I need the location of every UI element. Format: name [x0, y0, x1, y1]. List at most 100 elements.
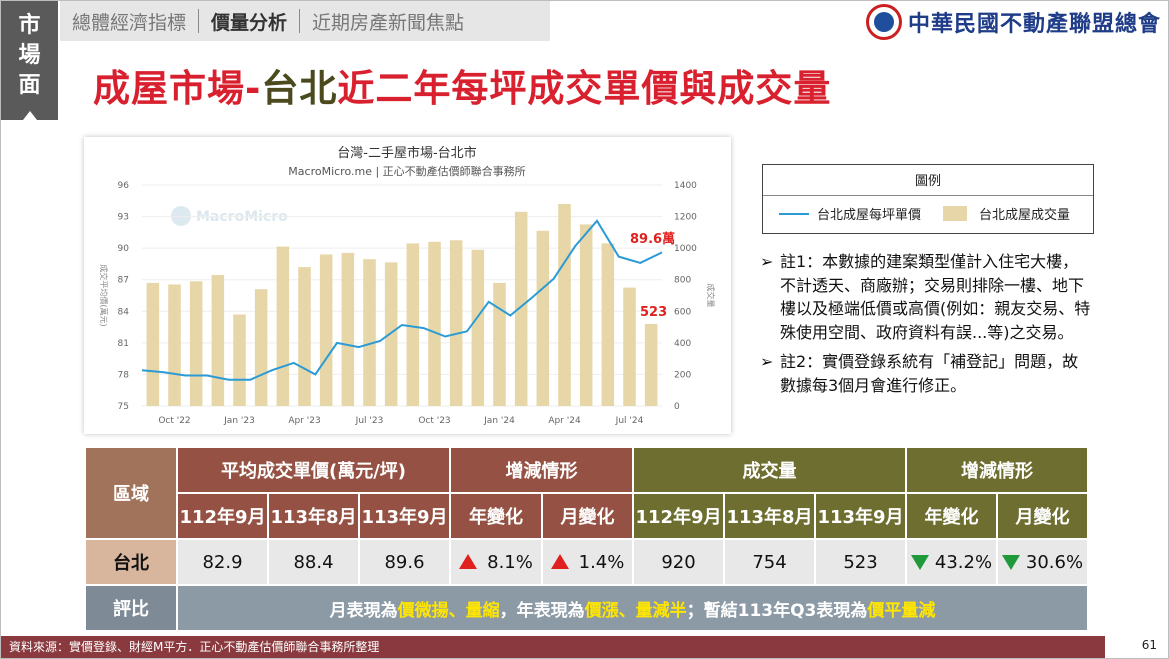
comment-text: 月表現為 [329, 600, 398, 621]
bar-swatch-icon [943, 206, 968, 221]
title-part-1: 成屋市場- [93, 67, 262, 110]
y2-tick-label: 1400 [674, 181, 697, 191]
down-arrow-icon [1001, 554, 1020, 570]
period-header: 113年8月 [269, 494, 358, 538]
comment-highlight: 價漲、量減半 [584, 600, 687, 621]
side-tab-char: 場 [18, 43, 41, 68]
volume-mom-value: 30.6% [1025, 551, 1084, 573]
nav-item-price-volume[interactable]: 價量分析 [211, 11, 288, 34]
chart-subtitle: MacroMicro.me | 正心不動產估價師聯合事務所 [288, 164, 525, 178]
chart-svg: 台灣-二手屋市場-台北市 MacroMicro.me | 正心不動產估價師聯合事務… [99, 145, 716, 426]
note-item: ➢ 註1：本數據的建案類型僅計入住宅大樓，不計透天、商廠辦；交易則排除一樓、地下… [760, 250, 1092, 344]
volume-bar [406, 243, 420, 406]
volume-bar [623, 287, 636, 406]
price-mom-cell: 1.4% [543, 540, 632, 584]
up-arrow-icon [550, 553, 569, 569]
y2-tick-label: 800 [674, 276, 691, 286]
legend-box: 圖例 台北成屋每坪單價 台北成屋成交量 [762, 164, 1094, 234]
y-tick-label: 84 [118, 307, 130, 317]
x-tick-label: Jul '23 [355, 416, 384, 426]
volume-bar [363, 259, 376, 406]
y-tick-label: 93 [118, 213, 129, 223]
legend-line-label: 台北成屋每坪單價 [817, 208, 922, 223]
y2-tick-label: 200 [674, 370, 691, 380]
yoy-header: 年變化 [907, 494, 996, 538]
tab-pointer-icon [22, 111, 37, 120]
y-tick-label: 96 [118, 181, 130, 191]
price-header: 平均成交單價(萬元/坪) [178, 448, 449, 492]
arrow-bullet-icon: ➢ [760, 352, 774, 371]
price-line [141, 219, 663, 381]
volume-mom-cell: 30.6% [998, 540, 1087, 584]
volume-bar [644, 323, 658, 406]
side-section-tab: 市 場 面 [1, 1, 58, 120]
legend-divider [763, 195, 1093, 196]
volume-bar [319, 254, 333, 406]
volume-bar [558, 203, 571, 406]
nav-item-macro[interactable]: 總體經濟指標 [72, 11, 187, 34]
seal-icon [865, 4, 902, 40]
price-yoy-cell: 8.1% [451, 540, 541, 584]
volume-cell: 523 [816, 540, 905, 584]
section-nav: 總體經濟指標 價量分析 近期房產新聞焦點 [60, 1, 550, 41]
side-tab-char: 面 [18, 73, 41, 98]
y-tick-label: 78 [118, 370, 130, 380]
region-header: 區域 [86, 448, 176, 538]
y-tick-label: 75 [118, 402, 129, 412]
volume-bar [298, 267, 311, 406]
note-item: ➢ 註2：實價登錄系統有「補登記」問題，故數據每3個月會進行修正。 [760, 350, 1092, 397]
volume-bar [514, 211, 528, 406]
watermark-logo-icon [171, 206, 191, 226]
y-tick-label: 87 [118, 276, 129, 286]
volume-bar [233, 314, 246, 406]
evaluation-label: 評比 [86, 586, 176, 630]
table-row: 台北 82.9 88.4 89.6 8.1% 1.4% 920 754 523 … [86, 540, 1087, 584]
arrow-bullet-icon: ➢ [760, 252, 774, 271]
volume-bar [384, 262, 398, 406]
nav-divider [198, 9, 200, 33]
chart-title: 台灣-二手屋市場-台北市 [337, 145, 476, 161]
price-cell: 89.6 [360, 540, 449, 584]
volume-bar [428, 241, 441, 406]
x-tick-label: Jan '23 [223, 416, 255, 426]
x-tick-label: Jan '24 [483, 416, 515, 426]
y2-tick-label: 1000 [674, 244, 697, 254]
volume-bar [189, 281, 203, 406]
x-tick-label: Oct '23 [418, 416, 450, 426]
table-header-row: 區域 平均成交單價(萬元/坪) 增減情形 成交量 增減情形 [86, 448, 1087, 538]
comment-text: ，年表現為 [499, 600, 585, 621]
title-part-2: 台北 [261, 67, 338, 110]
page-number: 61 [1141, 638, 1157, 652]
notes: ➢ 註1：本數據的建案類型僅計入住宅大樓，不計透天、商廠辦；交易則排除一樓、地下… [760, 250, 1092, 403]
y2-tick-label: 0 [674, 402, 680, 412]
note-text: 註1：本數據的建案類型僅計入住宅大樓，不計透天、商廠辦；交易則排除一樓、地下樓以… [780, 252, 1091, 342]
chart-card: 台灣-二手屋市場-台北市 MacroMicro.me | 正心不動產估價師聯合事務… [84, 137, 731, 434]
volume-change-header: 增減情形 [907, 448, 1087, 492]
x-tick-label: Jul '24 [615, 416, 644, 426]
footer-source: 資料來源：實價登錄、財經M平方．正心不動產估價師聯合事務所整理 [1, 636, 1105, 658]
y2-tick-label: 600 [674, 307, 691, 317]
y2-tick-label: 400 [674, 339, 691, 349]
legend-bar-label: 台北成屋成交量 [979, 208, 1071, 223]
y-tick-label: 90 [118, 244, 130, 254]
logo-text: 中華民國不動產聯盟總會 [907, 11, 1161, 37]
summary-table: 區域 平均成交單價(萬元/坪) 增減情形 成交量 增減情形 112年9月 113… [84, 446, 1089, 632]
evaluation-row: 評比 月表現為價微揚、量縮，年表現為價漲、量減半；暫結113年Q3表現為價平量減 [86, 586, 1087, 630]
price-yoy-value: 8.1% [487, 551, 533, 573]
volume-bar [493, 282, 506, 406]
volume-bar [449, 240, 463, 406]
volume-bar [341, 252, 355, 406]
y2-tick-label: 1200 [674, 213, 697, 223]
yoy-header: 年變化 [451, 494, 541, 538]
period-header: 113年8月 [725, 494, 814, 538]
org-logo: 中華民國不動產聯盟總會 [865, 4, 1161, 40]
y2-axis-label: 成交量 [706, 284, 716, 308]
x-tick-label: Apr '24 [548, 416, 581, 426]
volume-bar [579, 224, 593, 406]
nav-item-news[interactable]: 近期房產新聞焦點 [312, 11, 465, 34]
volume-cell: 920 [634, 540, 723, 584]
volume-bar [536, 230, 550, 406]
price-change-header: 增減情形 [451, 448, 632, 492]
region-cell: 台北 [86, 540, 176, 584]
volume-bar [601, 243, 615, 406]
